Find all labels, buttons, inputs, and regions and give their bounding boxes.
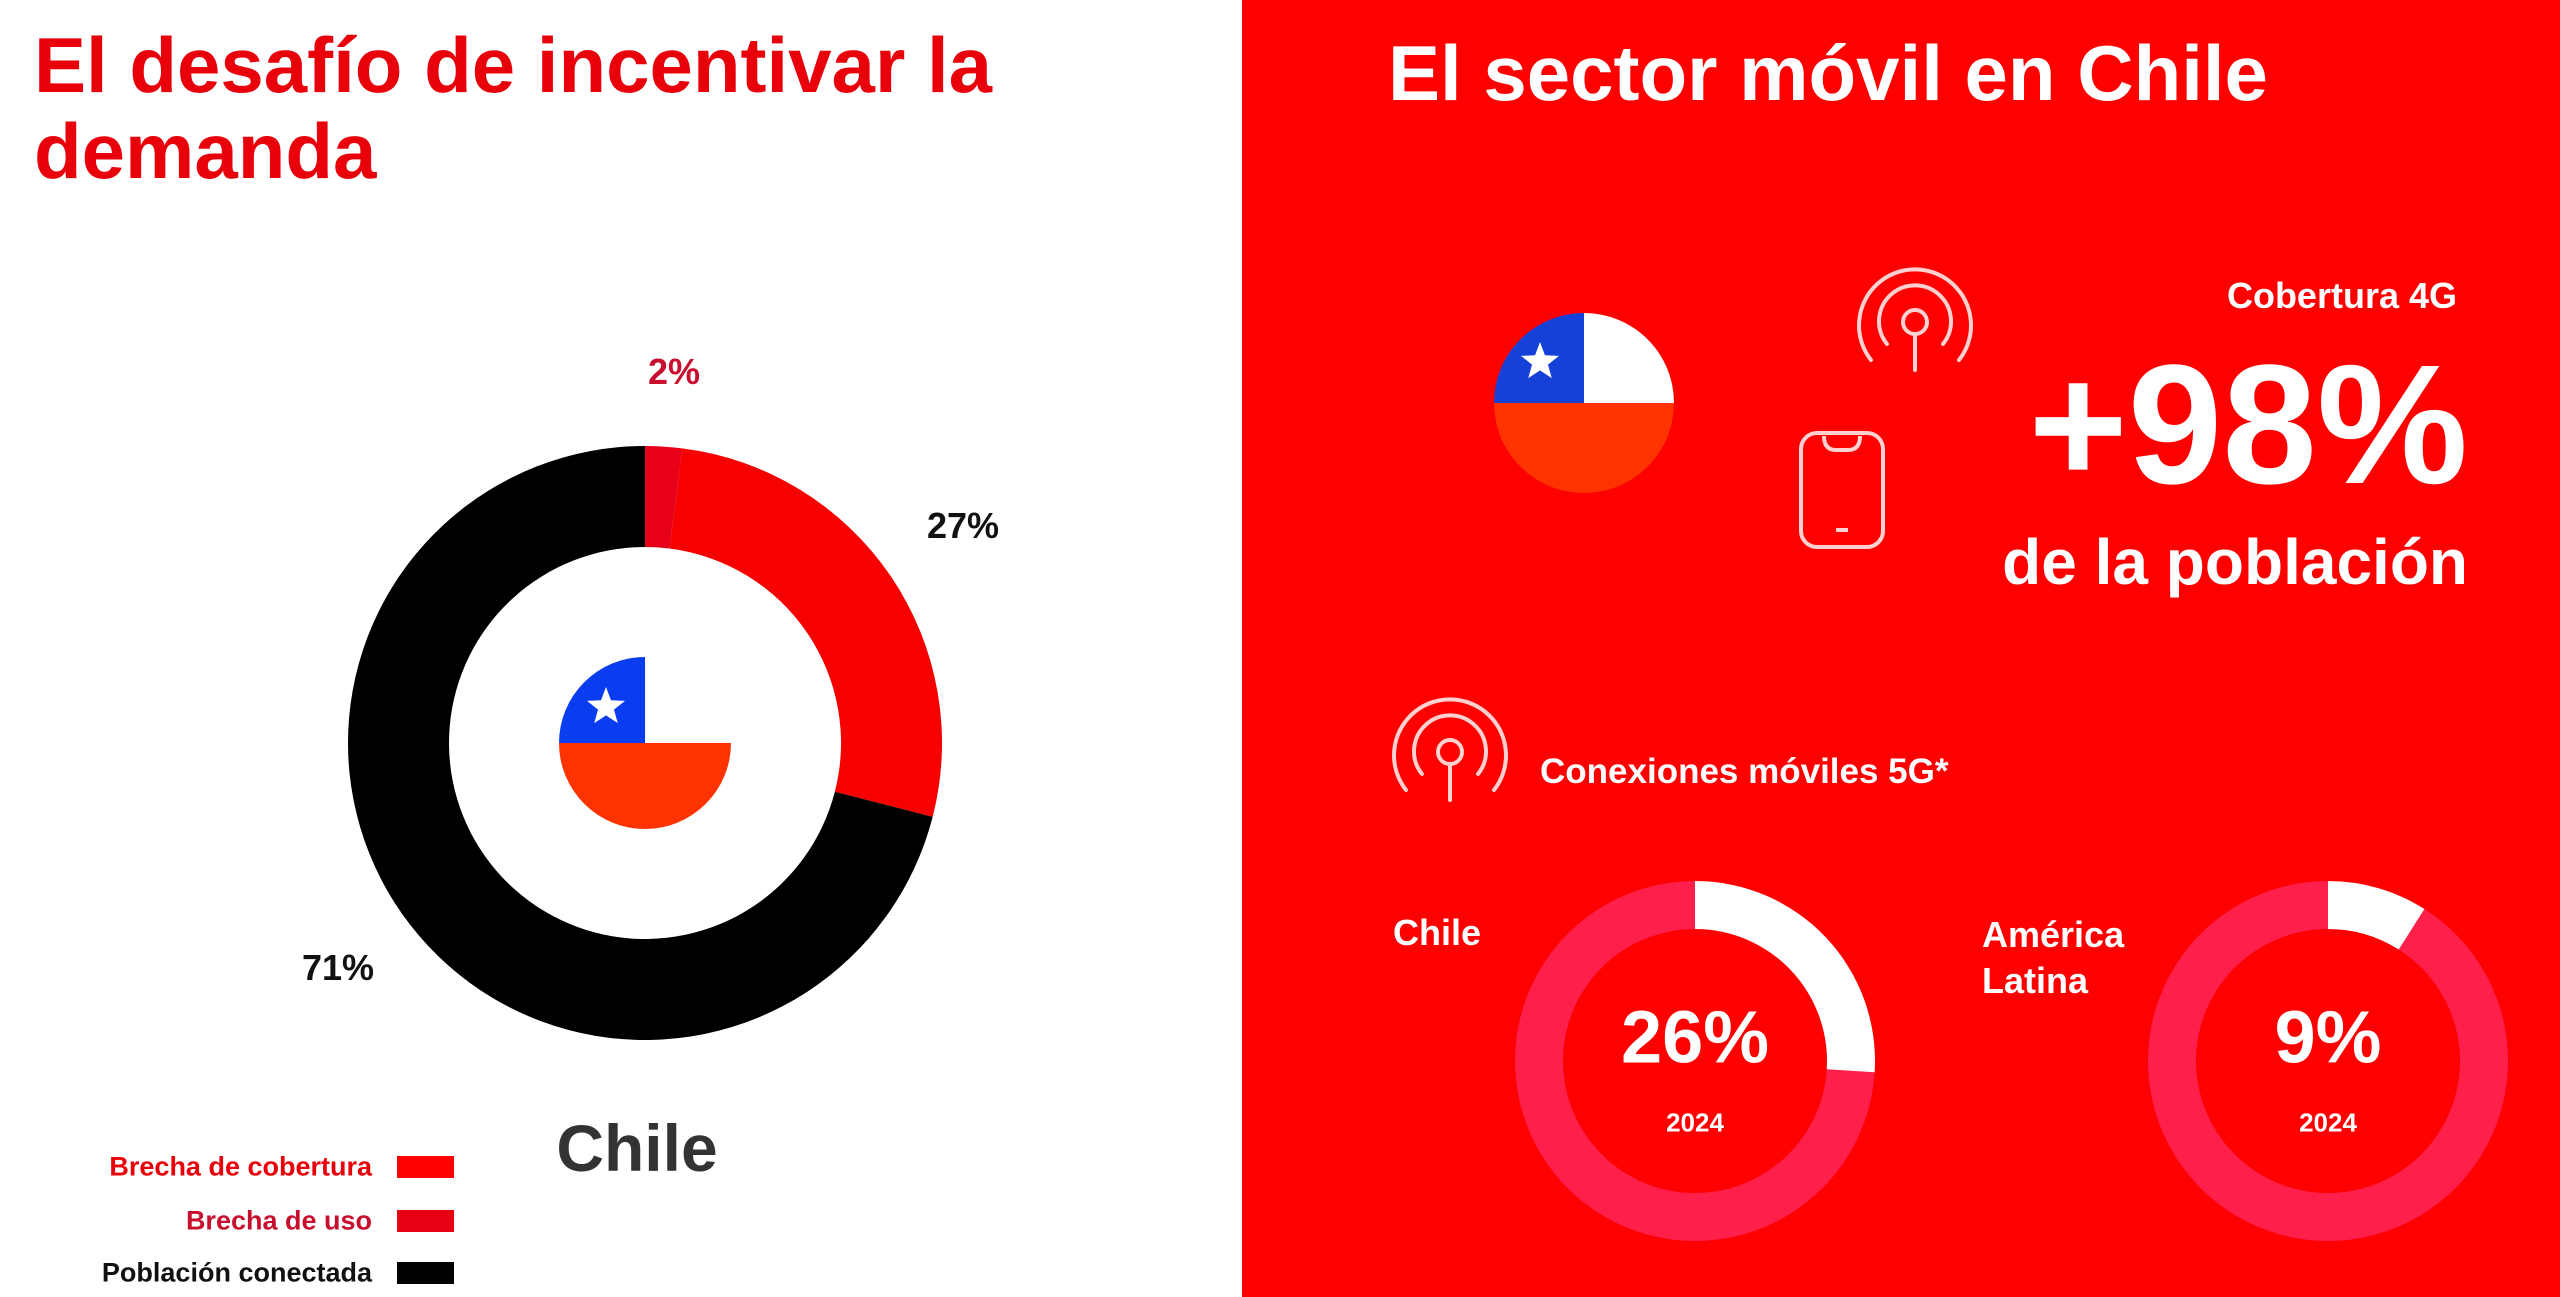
donut-segment-1 [669,448,942,817]
donut-segment-2 [348,446,933,1040]
demand-donut-chart [348,446,942,1040]
label-brecha-uso: 27% [926,505,1000,546]
latam-label: América Latina [1982,914,2125,1001]
antenna-icon [1857,267,1973,372]
chile-flag-icon [559,657,731,829]
label-brecha-cobertura: 2% [647,351,701,392]
latam-5g-year: 2024 [2299,1107,2357,1138]
legend-swatch-uso [397,1210,454,1232]
left-panel: El desafío de incentivar la demanda 2% 2… [0,0,1242,1297]
latam-5g-value: 9% [2274,995,2382,1079]
donut-value-segment [1695,881,1875,1073]
coverage-sub: de la población [2002,526,2468,598]
right-panel: El sector móvil en Chile Cobertura 4G +9… [1242,0,2560,1297]
chile-flag-icon [1494,313,1674,493]
connections-label: Conexiones móviles 5G* [1540,752,1949,791]
left-title: El desafío de incentivar la demanda [34,21,993,195]
antenna-icon [1392,697,1508,802]
mobile-sector-graphics [1392,267,2508,1242]
coverage-value: +98% [2028,330,2468,520]
phone-icon [1799,431,1885,549]
country-label: Chile [556,1111,718,1185]
label-poblacion-conectada: 71% [301,947,375,988]
chile-5g-value: 26% [1620,995,1770,1079]
right-title: El sector móvil en Chile [1388,29,2268,117]
legend-label-uso: Brecha de uso [185,1205,372,1236]
chile-5g-year: 2024 [1666,1107,1724,1138]
coverage-label: Cobertura 4G [2226,275,2457,316]
legend-label-cobertura: Brecha de cobertura [109,1151,372,1182]
donut-value-segment [2328,881,2425,950]
legend-swatch-cobertura [397,1156,454,1178]
donut-segment-0 [645,446,683,549]
chile-label: Chile [1393,912,1482,953]
legend-swatch-poblacion [397,1262,454,1284]
legend-label-poblacion: Población conectada [101,1257,372,1288]
